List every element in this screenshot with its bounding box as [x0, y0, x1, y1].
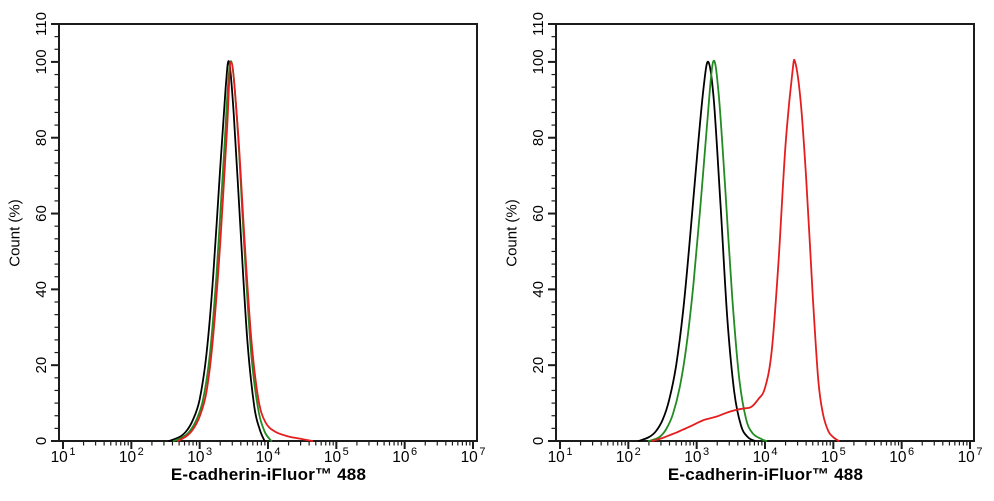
svg-text:60: 60: [33, 205, 50, 222]
x-axis-title: E-cadherin-iFluor™ 488: [170, 465, 367, 484]
svg-text:103: 10 3: [187, 446, 212, 466]
svg-text:106: 10 6: [392, 446, 417, 466]
svg-text:100: 100: [530, 49, 547, 74]
svg-text:101: 10 1: [51, 446, 76, 466]
svg-text:0: 0: [530, 437, 547, 445]
svg-text:40: 40: [33, 281, 50, 298]
svg-text:106: 10 6: [889, 446, 914, 466]
y-axis-title: Count (%): [503, 199, 521, 267]
svg-text:107: 10 7: [461, 446, 486, 466]
svg-text:40: 40: [530, 281, 547, 298]
svg-text:80: 80: [33, 129, 50, 146]
svg-text:102: 10 2: [119, 446, 144, 466]
svg-text:101: 10 1: [548, 446, 573, 466]
svg-text:20: 20: [530, 357, 547, 374]
y-axis-title: Count (%): [6, 199, 24, 267]
right-histogram-chart: 10 1 10 2 10 3 10 4 10 5 10 6 10 7 0 20 40 60 80 100 110: [530, 12, 983, 466]
svg-text:100: 100: [33, 49, 50, 74]
svg-text:0: 0: [33, 437, 50, 445]
left-histogram-panel: 10 1 10 2 10 3 10 4 10 5 10 6 10 7 0 20 40 60 80 100 110 Cou…: [6, 12, 486, 484]
right-histogram-panel: 10 1 10 2 10 3 10 4 10 5 10 6 10 7 0 20 40 60 80 100 110 Cou…: [497, 0, 994, 501]
svg-text:102: 10 2: [616, 446, 641, 466]
svg-text:20: 20: [33, 357, 50, 374]
left-histogram-chart: 10 1 10 2 10 3 10 4 10 5 10 6 10 7 0 20 40 60 80 100 110: [33, 12, 486, 466]
svg-text:104: 10 4: [256, 446, 281, 466]
svg-text:80: 80: [530, 129, 547, 146]
svg-text:107: 10 7: [958, 446, 983, 466]
svg-text:105: 10 5: [324, 446, 349, 466]
svg-text:60: 60: [530, 205, 547, 222]
svg-text:104: 10 4: [753, 446, 778, 466]
svg-text:110: 110: [530, 12, 547, 36]
x-axis-title: E-cadherin-iFluor™ 488: [667, 465, 864, 484]
svg-text:105: 10 5: [821, 446, 846, 466]
svg-text:110: 110: [33, 12, 50, 36]
svg-text:103: 10 3: [684, 446, 709, 466]
